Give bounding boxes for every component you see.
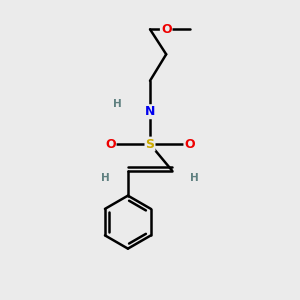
Text: O: O [105, 138, 116, 151]
Text: H: H [113, 99, 122, 110]
Text: N: N [145, 105, 155, 118]
Text: H: H [101, 173, 110, 183]
Text: H: H [190, 173, 199, 183]
Text: O: O [161, 23, 172, 36]
Text: S: S [146, 138, 154, 151]
Text: O: O [184, 138, 195, 151]
